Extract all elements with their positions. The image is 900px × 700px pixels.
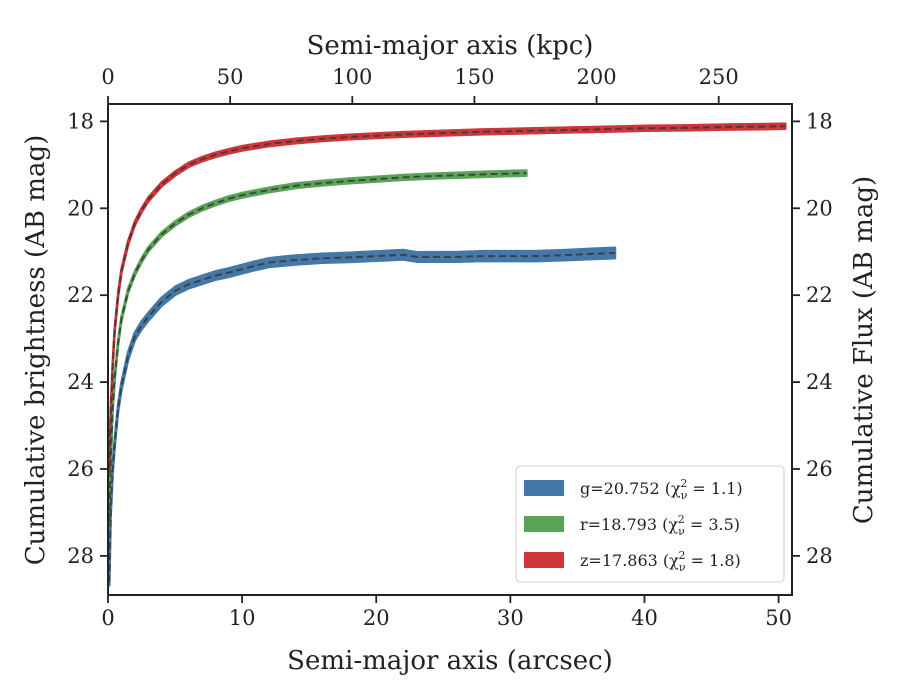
- y-axis-right-title: Cumulative Flux (AB mag): [849, 176, 879, 524]
- ticks: 0 10 20 30 40 50 0 50 100 150 200 250 18 18 20 20 22 22 24…: [67, 65, 832, 630]
- x-tick-label: 20: [363, 606, 390, 630]
- y-tick-label: 22: [67, 283, 94, 307]
- x-axis-title: Semi-major axis (arcsec): [287, 646, 613, 676]
- series-band-1: [108, 169, 528, 525]
- series-band-0: [108, 246, 617, 587]
- legend-label-1: r=18.793 (χν2 = 3.5): [580, 513, 740, 538]
- y-right-tick-label: 18: [806, 109, 833, 133]
- y-tick-label: 28: [67, 544, 94, 568]
- x-tick-label: 40: [631, 606, 658, 630]
- y-right-tick-label: 20: [806, 196, 833, 220]
- model-line-0: [108, 252, 616, 583]
- model-line-2: [108, 125, 786, 470]
- x-top-tick-label: 100: [332, 65, 372, 89]
- x-tick-label: 50: [765, 606, 792, 630]
- x-tick-label: 10: [229, 606, 256, 630]
- legend-label-0: g=20.752 (χν2 = 1.1): [580, 477, 743, 502]
- y-right-tick-label: 24: [806, 370, 833, 394]
- y-right-tick-label: 22: [806, 283, 833, 307]
- y-axis-title: Cumulative brightness (AB mag): [21, 135, 51, 566]
- plot-area: [107, 103, 793, 596]
- x-top-tick-label: 50: [217, 65, 244, 89]
- x-axis-top-title: Semi-major axis (kpc): [307, 31, 594, 61]
- model-lines: [108, 125, 786, 583]
- y-tick-label: 18: [67, 109, 94, 133]
- model-line-1: [108, 172, 527, 522]
- x-tick-label: 30: [497, 606, 524, 630]
- legend-label-2: z=17.863 (χν2 = 1.8): [580, 549, 741, 574]
- x-top-tick-label: 200: [577, 65, 617, 89]
- y-tick-label: 26: [67, 457, 94, 481]
- legend-frame: [515, 465, 785, 583]
- series-band-2: [108, 122, 787, 472]
- series-bands: [108, 122, 787, 587]
- y-tick-label: 20: [67, 196, 94, 220]
- y-right-tick-label: 28: [806, 544, 833, 568]
- axes-frame: [107, 103, 793, 596]
- x-top-tick-label: 0: [101, 65, 114, 89]
- legend-swatch-0: [524, 480, 564, 496]
- y-tick-label: 24: [67, 370, 94, 394]
- x-tick-label: 0: [101, 606, 114, 630]
- y-right-tick-label: 26: [806, 457, 833, 481]
- legend: g=20.752 (χν2 = 1.1) r=18.793 (χν2 = 3.5)…: [515, 465, 785, 583]
- x-top-tick-label: 250: [699, 65, 739, 89]
- x-top-tick-label: 150: [454, 65, 494, 89]
- legend-swatch-1: [524, 516, 564, 532]
- legend-swatch-2: [524, 552, 564, 568]
